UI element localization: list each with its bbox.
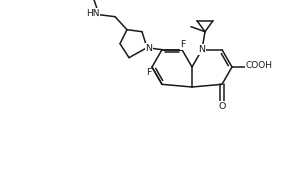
Text: N: N [198,45,205,54]
Text: N: N [146,44,152,53]
Text: F: F [146,68,152,78]
Text: O: O [218,102,226,111]
Text: HN: HN [86,9,100,18]
Text: COOH: COOH [246,61,272,71]
Text: F: F [180,40,186,49]
